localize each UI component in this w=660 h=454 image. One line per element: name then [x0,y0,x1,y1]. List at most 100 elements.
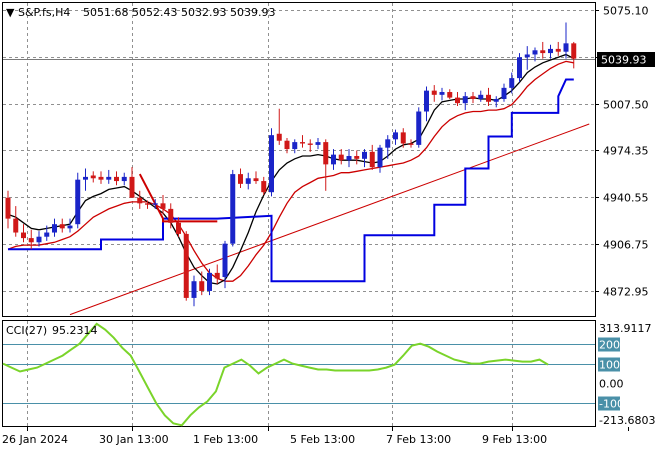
cci-axis: 200 100 0.00 -100 313.9117 -213.6803 [598,322,655,427]
candle [540,41,546,59]
candle [28,229,34,250]
candle [555,41,561,56]
candle-body [532,50,538,55]
candle [261,176,267,195]
candle [509,72,515,94]
candle-body [230,174,236,244]
candle [408,139,414,148]
cci-max-label: 313.9117 [599,322,652,335]
cci-line [2,322,549,427]
ma-slow-line [7,60,574,282]
candle [524,46,530,70]
candle [455,92,460,106]
candle [59,218,65,233]
candle-body [377,147,383,168]
candle [369,144,375,170]
candle-body [83,176,88,180]
candle-body [261,181,267,193]
candle [90,171,96,183]
candle [346,149,352,168]
symbol-timeframe: S&P.fs,H4 [18,6,70,19]
candle [52,218,57,237]
candle [532,47,538,62]
candle-body [160,203,166,209]
candle [462,92,468,111]
candle-body [137,197,143,204]
price-tick-label: 4906.75 [603,239,649,252]
candle-body [183,233,189,298]
cci-level-label: 200 [599,339,620,352]
candle [106,169,112,184]
candle [98,171,104,184]
candle [354,150,360,165]
candle [137,190,143,209]
candle-body [121,176,127,182]
candle-body [75,179,81,225]
candle-body [540,50,546,54]
candle [400,128,406,148]
candle [323,139,329,191]
candle-body [59,224,65,229]
candle [5,190,11,229]
candle [517,53,522,83]
candle-body [292,142,298,150]
cci-level-tag [598,337,620,352]
candle [129,167,135,198]
price-tick-label: 4940.55 [603,192,649,205]
candle-body [176,222,181,234]
cci-level-label: 0.00 [599,378,624,391]
candle [253,171,259,184]
trendline [69,123,590,316]
candle [362,149,367,168]
candle-body [393,132,398,140]
candle-body [462,96,468,104]
candle-body [269,135,274,193]
candle [207,268,212,296]
candle [416,107,422,148]
candle [501,83,507,102]
candle-body [416,111,422,145]
candle-body [21,232,26,239]
time-label: 1 Feb 13:00 [193,433,258,446]
candle-body [493,98,499,102]
cci-panel-frame [2,320,596,427]
candle-body [145,203,150,205]
candle-body [548,48,553,54]
collapse-icon[interactable]: ▼ [6,6,15,19]
candle [191,275,197,307]
candle [75,172,81,229]
candle-body [517,57,522,79]
candle-body [447,92,453,98]
candle [571,41,577,69]
candle-body [563,43,569,52]
price-grid [3,3,595,426]
candle-body [362,151,367,159]
candle-body [331,154,336,165]
candle-body [346,156,352,161]
candle-body [152,203,158,205]
candle [548,44,553,59]
candle-body [300,142,305,144]
candle-body [307,143,313,145]
time-label: 5 Feb 13:00 [290,433,355,446]
candle [230,169,236,247]
candle [269,128,274,197]
candle [307,139,313,152]
candle-body [455,97,460,104]
candle-body [52,224,57,233]
candle [21,224,26,243]
candle-body [369,151,375,168]
candle [385,135,391,159]
candle-body [44,232,50,237]
candle-body [439,92,445,95]
candle [44,225,50,241]
candle [331,149,336,170]
cci-level-label: -100 [599,398,624,411]
price-panel-frame [2,2,596,317]
candle-body [470,96,476,99]
candle [470,92,476,104]
candle [214,264,220,285]
candle [276,108,282,145]
candle-body [129,176,135,198]
